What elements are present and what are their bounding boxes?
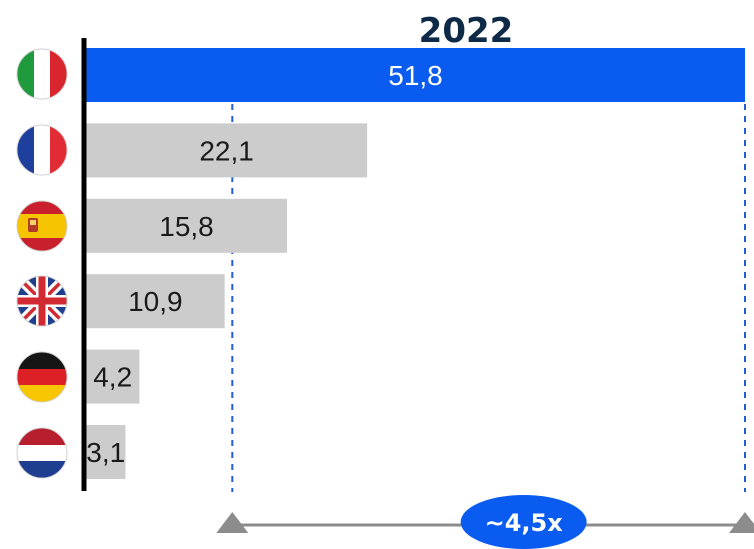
bar-france (86, 123, 368, 178)
bar-spain (86, 198, 288, 253)
data-label-united-kingdom: 10,9 (128, 286, 183, 317)
bar-italy (86, 48, 745, 102)
spain-flag-icon (16, 200, 68, 252)
ratio-badge (460, 495, 587, 549)
arrowhead-right-icon (729, 512, 754, 533)
ratio-badge-label: ~4,5x (485, 509, 564, 537)
arrowhead-left-icon (216, 512, 249, 533)
ratio-annotation: ~4,5x (216, 495, 754, 549)
data-label-netherlands: 3,1 (86, 437, 125, 468)
france-flag-icon (16, 124, 68, 176)
value-labels-group: 51,8 22,1 15,8 10,9 4,2 3,1 (86, 60, 442, 468)
netherlands-flag-icon (16, 427, 68, 479)
data-label-spain: 15,8 (159, 211, 214, 242)
bar-netherlands (86, 425, 126, 479)
germany-flag-icon (16, 351, 68, 403)
bar-united-kingdom (86, 274, 225, 329)
uk-flag-icon (16, 275, 68, 327)
data-label-germany: 4,2 (93, 362, 132, 393)
bar-germany (86, 349, 140, 404)
data-label-france: 22,1 (199, 135, 254, 166)
italy-flag-icon (16, 48, 68, 100)
data-label-italy: 51,8 (388, 60, 443, 91)
chart-title: 2022 (419, 11, 514, 51)
bars-group (86, 48, 745, 479)
